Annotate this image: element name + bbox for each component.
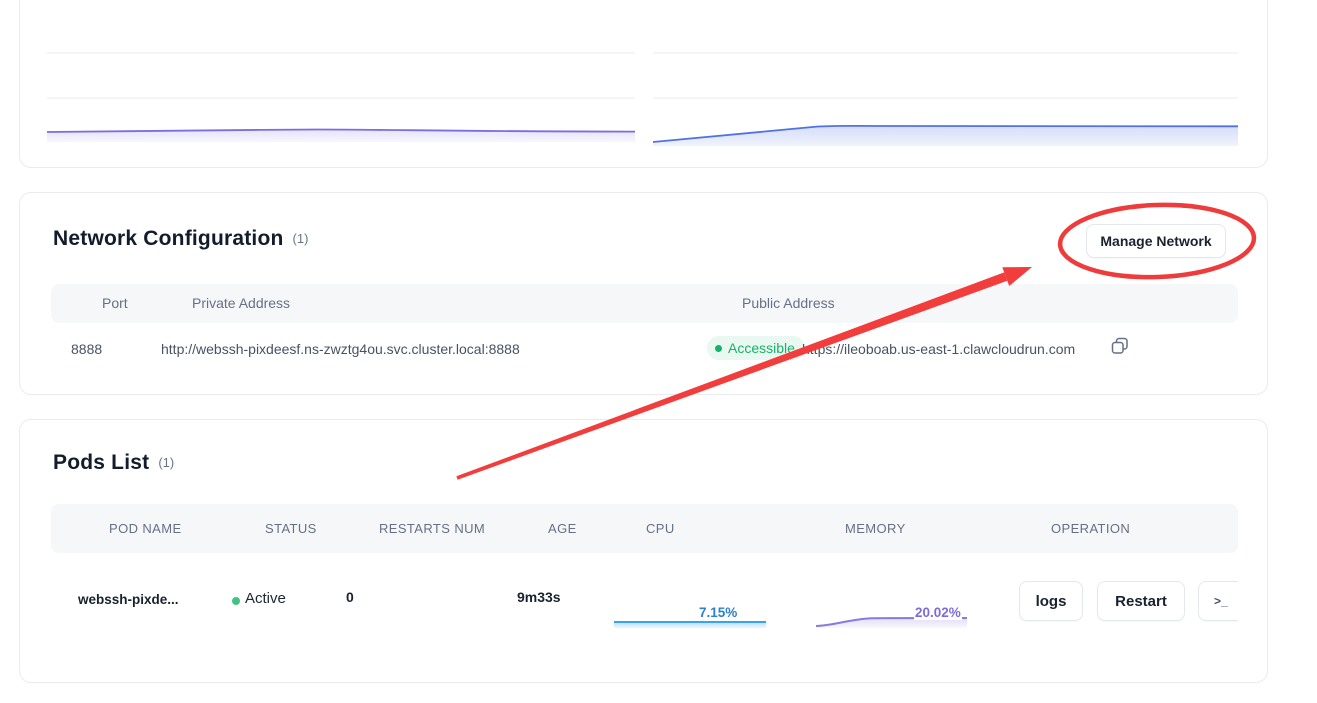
column-header-status: STATUS — [265, 521, 317, 536]
usage-chart-right — [653, 52, 1238, 146]
pods-table-header: POD NAME STATUS RESTARTS NUM AGE CPU MEM… — [51, 504, 1238, 553]
pods-section-title: Pods List (1) — [53, 451, 174, 475]
area-fill — [653, 125, 1238, 146]
network-configuration-card: Network Configuration (1) Manage Network … — [19, 192, 1268, 395]
network-table-header: Port Private Address Public Address — [51, 284, 1238, 323]
trend-line — [47, 128, 635, 133]
restart-button[interactable]: Restart — [1097, 581, 1185, 621]
cpu-percent-label: 7.15% — [699, 605, 738, 620]
memory-percent-label: 20.02% — [914, 605, 962, 620]
status-dot — [715, 344, 722, 352]
trend-line — [653, 124, 1238, 143]
column-header-port: Port — [102, 295, 128, 311]
terminal-button[interactable]: >_ — [1198, 581, 1238, 621]
copy-icon[interactable] — [1111, 337, 1129, 355]
area-fill — [47, 129, 635, 142]
terminal-icon: >_ — [1214, 594, 1228, 608]
private-address-cell: http://webssh-pixdeesf.ns-zwztg4ou.svc.c… — [161, 341, 520, 357]
usage-chart-left — [47, 52, 635, 142]
metrics-card — [19, 0, 1268, 168]
column-header-operation: OPERATION — [1051, 521, 1131, 536]
restarts-cell: 0 — [346, 589, 354, 605]
pod-status-cell: Active — [245, 590, 286, 607]
pods-list-card: Pods List (1) POD NAME STATUS RESTARTS NU… — [19, 419, 1268, 683]
column-header-age: AGE — [548, 521, 577, 536]
active-status-dot — [232, 597, 240, 605]
column-header-pod-name: POD NAME — [109, 521, 182, 536]
column-header-restarts-num: RESTARTS NUM — [379, 521, 486, 536]
column-header-memory: MEMORY — [845, 521, 906, 536]
network-section-title: Network Configuration (1) — [53, 227, 308, 251]
age-cell: 9m33s — [517, 589, 561, 605]
pods-count: (1) — [158, 455, 175, 470]
network-title-text: Network Configuration — [53, 227, 284, 250]
logs-button[interactable]: logs — [1019, 581, 1083, 621]
column-header-private-address: Private Address — [192, 295, 291, 311]
public-address-link[interactable]: https://ileoboab.us-east-1.clawcloudrun.… — [802, 341, 1076, 357]
port-cell: 8888 — [71, 341, 103, 357]
pod-name-cell: webssh-pixde... — [78, 592, 179, 607]
accessible-status-badge: Accessible — [707, 336, 805, 360]
pods-title-text: Pods List — [53, 451, 150, 474]
pods-table-row: webssh-pixde... Active 0 9m33s 7.15% — [51, 553, 1238, 663]
column-header-cpu: CPU — [646, 521, 675, 536]
column-header-public-address: Public Address — [742, 295, 835, 311]
manage-network-button[interactable]: Manage Network — [1086, 224, 1226, 258]
network-count: (1) — [292, 231, 309, 246]
accessible-label: Accessible — [728, 340, 795, 356]
memory-sparkline — [816, 617, 967, 628]
cpu-sparkline — [614, 621, 766, 628]
